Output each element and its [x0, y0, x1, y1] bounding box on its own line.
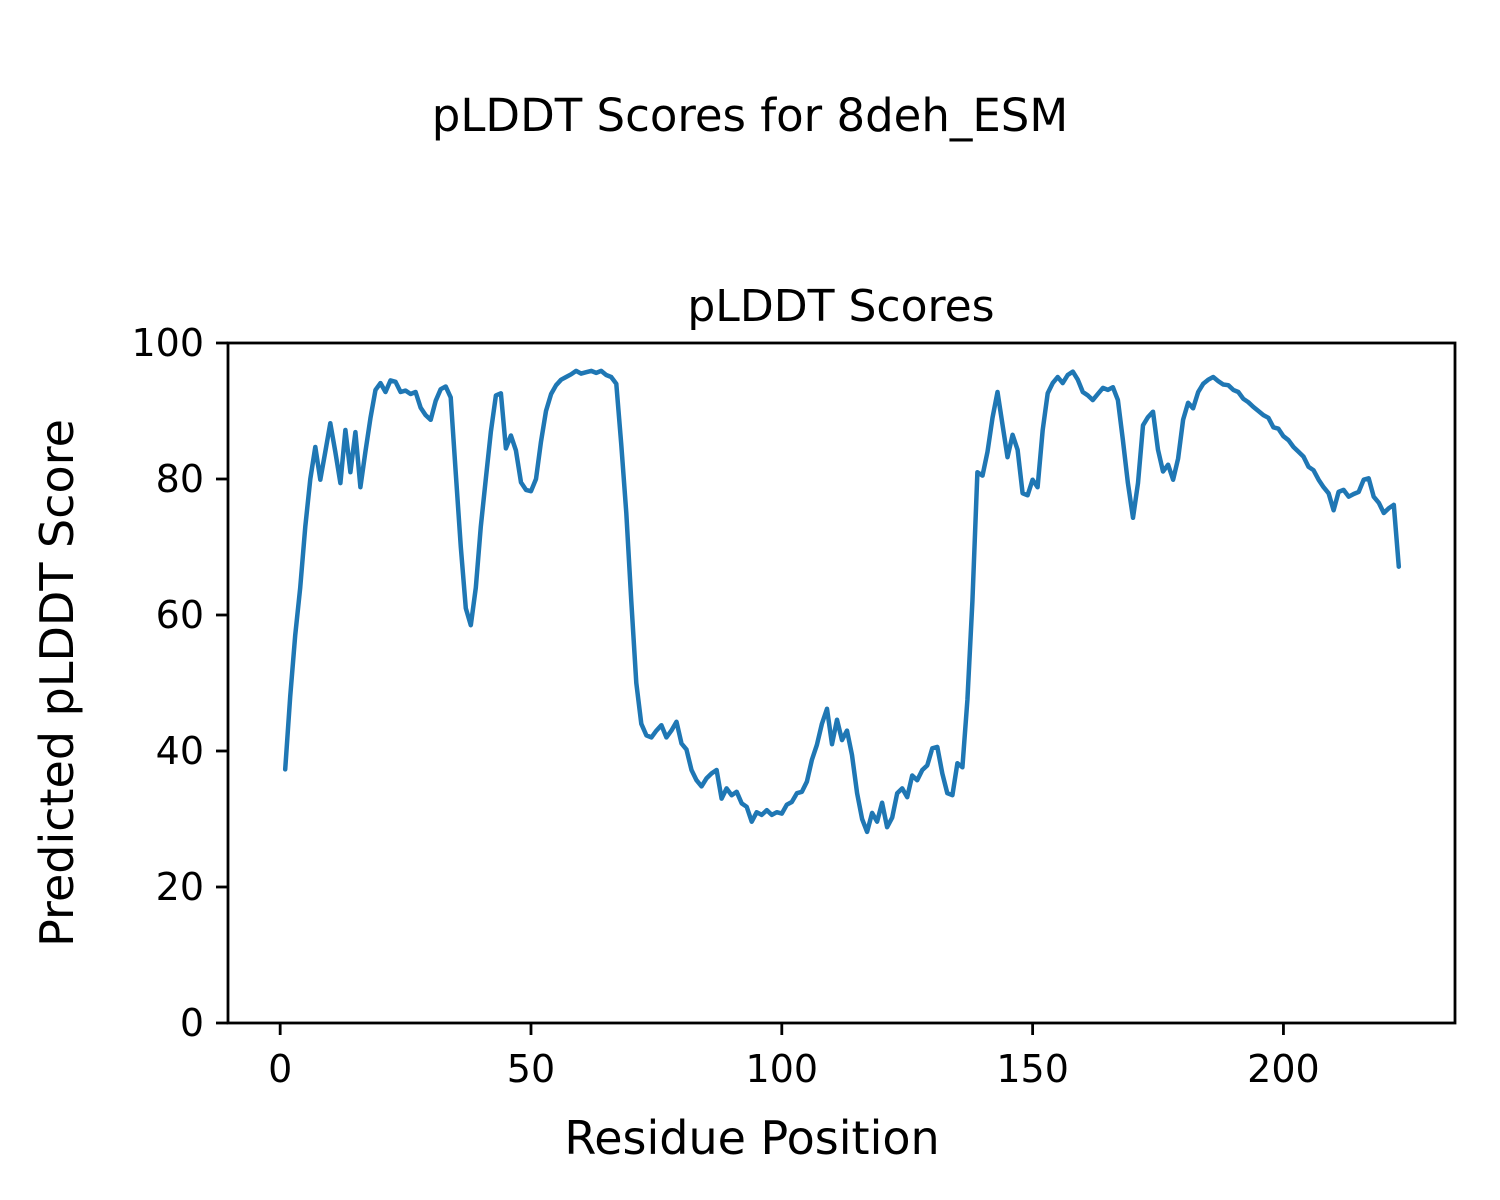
x-tick-label: 0: [268, 1047, 292, 1091]
y-tick-label: 40: [156, 729, 204, 773]
y-tick-label: 100: [131, 321, 204, 365]
x-tick-label: 50: [507, 1047, 555, 1091]
x-tick-label: 200: [1247, 1047, 1320, 1091]
plot-area-frame: [226, 341, 1457, 1025]
x-tick-label: 100: [746, 1047, 819, 1091]
figure-suptitle: pLDDT Scores for 8deh_ESM: [432, 89, 1068, 142]
y-tick-label: 0: [180, 1001, 204, 1045]
y-tick-label: 80: [156, 457, 204, 501]
y-axis-label: Predicted pLDDT Score: [30, 419, 84, 947]
x-axis-label: Residue Position: [564, 1111, 939, 1165]
axes-title: pLDDT Scores: [687, 281, 994, 332]
x-tick-label: 150: [996, 1047, 1069, 1091]
x-axis-ticks: 0 50 100 150 200: [268, 1023, 1320, 1091]
y-tick-label: 20: [156, 865, 204, 909]
y-axis-ticks: 0 20 40 60 80 100: [131, 321, 228, 1045]
y-tick-label: 60: [156, 593, 204, 637]
plddt-line-series: [282, 368, 1402, 835]
